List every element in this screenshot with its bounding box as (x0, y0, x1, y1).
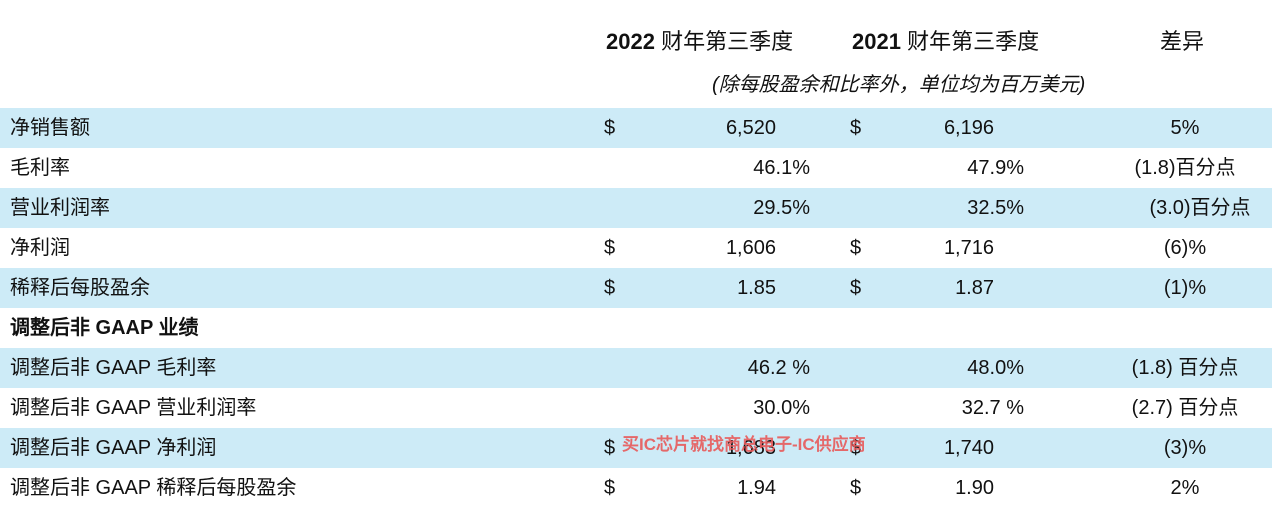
row-label: 营业利润率 (10, 197, 110, 219)
section-heading: 调整后非 GAAP 业绩 (10, 317, 199, 339)
value-fy2021: 6,196 (943, 117, 994, 139)
column-header-label: 财年第三季度 (907, 29, 1040, 54)
value-fy2022: 1,683 (725, 437, 776, 459)
financial-table: 净销售额 $ 6,520 $ 6,196 5% 毛利率 46.1% 47.9% … (0, 108, 1272, 508)
value-fy2021: 32.7 % (961, 397, 1024, 419)
currency-symbol: $ (604, 277, 616, 299)
row-label: 毛利率 (10, 157, 70, 179)
value-fy2022: 1.85 (737, 277, 776, 299)
column-header-fy2022-q3: 2022 财年第三季度 (606, 24, 793, 56)
value-difference: (1)% (1163, 277, 1207, 299)
value-fy2022: 1.94 (737, 477, 776, 499)
row-label: 调整后非 GAAP 净利润 (10, 437, 217, 459)
value-fy2022: 1,606 (725, 237, 776, 259)
value-fy2021: 1,716 (943, 237, 994, 259)
table-row: 调整后非 GAAP 毛利率 46.2 % 48.0% (1.8) 百分点 (0, 348, 1272, 388)
value-fy2021: 1.87 (955, 277, 994, 299)
value-difference: (2.7) 百分点 (1131, 397, 1239, 419)
table-row: 净利润 $ 1,606 $ 1,716 (6)% (0, 228, 1272, 268)
value-difference: 5% (1170, 117, 1200, 139)
currency-symbol: $ (604, 237, 616, 259)
units-note: (除每股盈余和比率外，单位均为百万美元) (712, 74, 1086, 96)
table-row: 毛利率 46.1% 47.9% (1.8)百分点 (0, 148, 1272, 188)
table-row: 调整后非 GAAP 净利润 $ 1,683 $ 1,740 (3)% (0, 428, 1272, 468)
value-fy2021: 47.9% (967, 157, 1024, 179)
value-fy2022: 6,520 (725, 117, 776, 139)
value-difference: 2% (1170, 477, 1200, 499)
row-label: 调整后非 GAAP 毛利率 (10, 357, 217, 379)
currency-symbol: $ (850, 237, 862, 259)
section-header-row: 调整后非 GAAP 业绩 (0, 308, 1272, 348)
currency-symbol: $ (604, 117, 616, 139)
row-label: 调整后非 GAAP 营业利润率 (10, 397, 257, 419)
table-header: 2022 财年第三季度 2021 财年第三季度 差异 (除每股盈余和比率外，单位… (0, 20, 1272, 110)
table-row: 营业利润率 29.5% 32.5% (3.0)百分点 (0, 188, 1272, 228)
row-label: 稀释后每股盈余 (10, 277, 150, 299)
value-fy2022: 46.1% (753, 157, 810, 179)
value-difference: (6)% (1163, 237, 1207, 259)
value-fy2022: 46.2 % (747, 357, 810, 379)
row-label: 净销售额 (10, 117, 90, 139)
currency-symbol: $ (850, 117, 862, 139)
column-header-difference: 差异 (1160, 24, 1204, 56)
currency-symbol: $ (850, 437, 862, 459)
currency-symbol: $ (850, 477, 862, 499)
column-header-label: 财年第三季度 (661, 29, 794, 54)
value-difference: (3)% (1163, 437, 1207, 459)
row-label: 调整后非 GAAP 稀释后每股盈余 (10, 477, 297, 499)
value-fy2021: 1,740 (943, 437, 994, 459)
column-header-label: 差异 (1160, 29, 1205, 54)
value-fy2021: 48.0% (967, 357, 1024, 379)
currency-symbol: $ (604, 437, 616, 459)
table-row: 净销售额 $ 6,520 $ 6,196 5% (0, 108, 1272, 148)
table-row: 调整后非 GAAP 稀释后每股盈余 $ 1.94 $ 1.90 2% (0, 468, 1272, 508)
table-row: 调整后非 GAAP 营业利润率 30.0% 32.7 % (2.7) 百分点 (0, 388, 1272, 428)
watermark-text: 买IC芯片就找商总电子-IC供应商 (622, 435, 866, 454)
row-label: 净利润 (10, 237, 70, 259)
currency-symbol: $ (604, 477, 616, 499)
value-fy2021: 32.5% (967, 197, 1024, 219)
value-difference: (1.8)百分点 (1134, 157, 1236, 179)
value-fy2022: 30.0% (753, 397, 810, 419)
table-row: 稀释后每股盈余 $ 1.85 $ 1.87 (1)% (0, 268, 1272, 308)
column-header-year: 2022 (606, 29, 655, 54)
value-fy2022: 29.5% (753, 197, 810, 219)
column-header-year: 2021 (852, 29, 901, 54)
value-difference: (3.0)百分点 (1149, 197, 1251, 219)
column-header-fy2021-q3: 2021 财年第三季度 (852, 24, 1039, 56)
currency-symbol: $ (850, 277, 862, 299)
value-difference: (1.8) 百分点 (1131, 357, 1239, 379)
value-fy2021: 1.90 (955, 477, 994, 499)
